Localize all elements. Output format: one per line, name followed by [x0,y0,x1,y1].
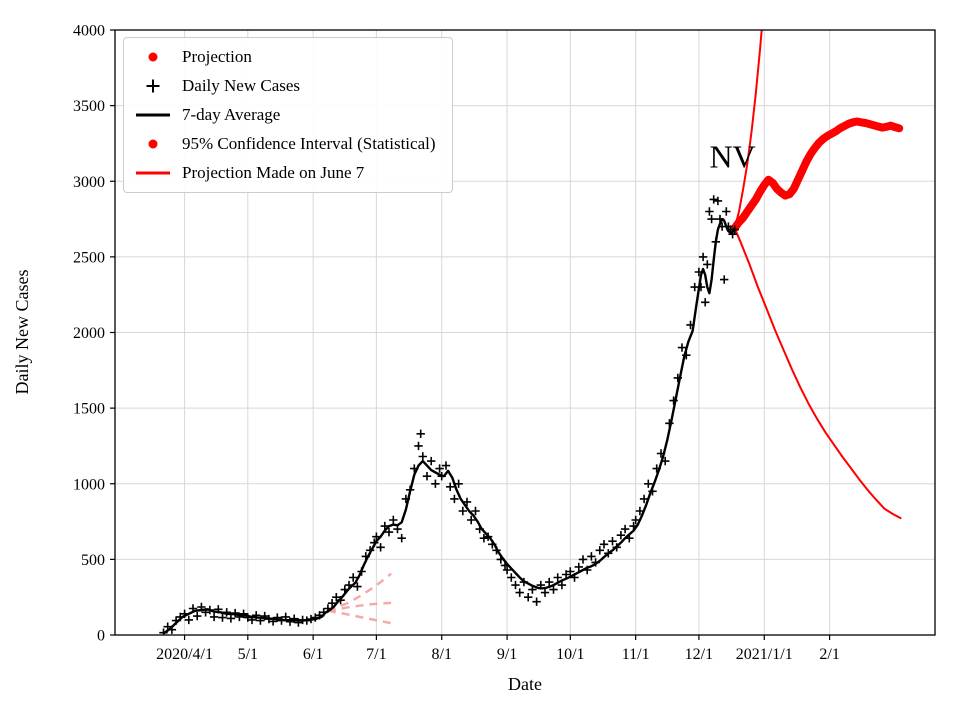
series-daily_new_cases [159,195,739,635]
legend-item-1: Projection [136,46,436,68]
y-tick-label: 1000 [73,476,105,493]
legend-item-2: Daily New Cases [136,75,436,97]
y-tick-label: 2500 [73,249,105,266]
x-tick-label: 2020/4/1 [156,646,213,663]
x-tick-label: 12/1 [685,646,713,663]
dot-marker-icon [136,137,170,151]
series-ci_lower [733,227,902,520]
legend-label: 95% Confidence Interval (Statistical) [182,134,436,153]
y-tick-label: 1500 [73,401,105,418]
dot-marker-icon [136,50,170,64]
legend-item-5: Projection Made on June 7 [136,162,436,184]
y-tick-label: 500 [81,552,105,569]
legend-label: Projection [182,47,252,66]
x-tick-label: 5/1 [238,646,258,663]
line-marker-icon [136,108,170,122]
x-tick-label: 7/1 [366,646,386,663]
legend: Projection Daily New Cases 7-day Average 95… [123,37,453,193]
x-tick-label: 9/1 [497,646,517,663]
x-axis-label: Date [508,674,542,694]
plus-marker-icon [136,79,170,93]
series-june7_projection_upper [327,572,392,612]
x-tick-label: 6/1 [303,646,323,663]
legend-item-4: 95% Confidence Interval (Statistical) [136,133,436,155]
state-annotation: NV [709,139,755,175]
x-tick-label: 2/1 [819,646,839,663]
legend-item-3: 7-day Average [136,104,436,126]
y-tick-label: 2000 [73,325,105,342]
x-tick-label: 2021/1/1 [736,646,793,663]
y-tick-label: 3500 [73,98,105,115]
line-marker-icon [136,166,170,180]
x-tick-label: 8/1 [432,646,452,663]
legend-label: Daily New Cases [182,76,301,95]
legend-label: 7-day Average [182,105,281,124]
series-ci_upper [733,30,763,229]
y-axis-label: Daily New Cases [12,270,32,395]
y-tick-label: 3000 [73,174,105,191]
x-tick-label: 11/1 [622,646,650,663]
series-june7_projection_lower [327,609,392,625]
x-tick-label: 10/1 [556,646,584,663]
series-projection [730,117,904,233]
legend-label: Projection Made on June 7 [182,163,365,182]
y-tick-label: 0 [97,628,105,645]
series-june7_projection_mid [327,601,392,613]
series-group [159,30,904,635]
y-tick-label: 4000 [73,23,105,40]
